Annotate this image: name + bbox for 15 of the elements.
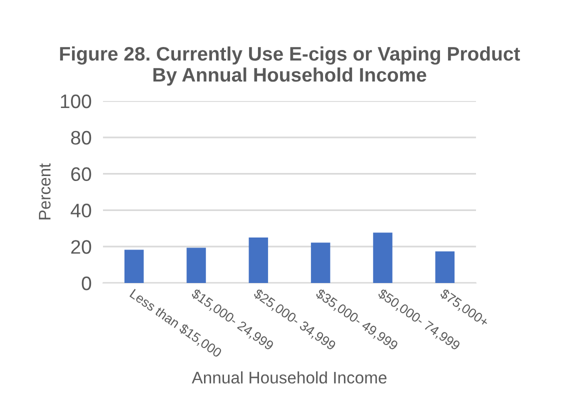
y-tick-label: 100 [60,94,92,108]
y-tick-label: 20 [71,240,92,254]
y-tick-label: 80 [71,130,92,145]
bar [373,232,392,283]
bar [435,251,455,283]
bar [310,242,330,283]
y-axis-title: Percent [38,163,51,220]
x-axis-title: Annual Household Income [192,371,387,384]
bar [186,248,206,283]
y-tick-label: 60 [71,167,92,182]
bar [248,238,268,283]
y-tick-label: 40 [70,204,92,218]
y-tick-label: 0 [82,276,92,290]
bar [124,250,144,283]
chart-title: Figure 28. Currently Use E-cigs or Vaping Product By Annual Household Income [60,46,520,86]
